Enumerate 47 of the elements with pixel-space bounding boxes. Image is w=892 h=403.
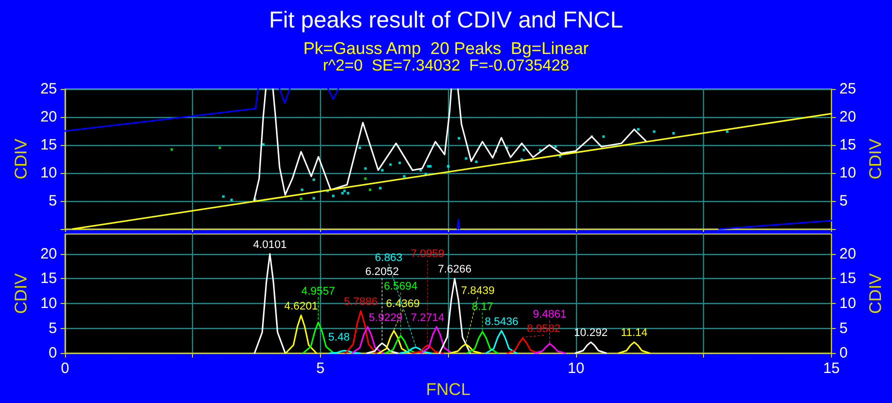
y2-tick-label: 15 xyxy=(839,136,856,154)
y-tick-label: 10 xyxy=(40,294,57,312)
x-tick-label: 15 xyxy=(823,360,840,378)
text: r^2=0 SE=7.34032 F=-0.0735428 xyxy=(322,58,570,74)
annotation: 7.2714 xyxy=(410,312,444,324)
annotation: 11.14 xyxy=(620,327,648,340)
annotation: 6.5694 xyxy=(384,280,418,293)
annotation: 7.8439 xyxy=(460,285,495,298)
y-tick-label: 10 xyxy=(40,164,57,182)
y2-tick-label: 20 xyxy=(839,108,856,126)
y2-tick-label: 10 xyxy=(839,294,856,312)
annotation: 8.5436 xyxy=(484,316,518,328)
x-tick-label: 10 xyxy=(568,360,584,378)
annotation: 9.4861 xyxy=(532,308,567,321)
x-axis-title: FNCL xyxy=(426,380,470,399)
y2-tick-label: 5 xyxy=(839,320,848,337)
annotation: 4.9557 xyxy=(301,285,336,298)
y-tick-label: 0 xyxy=(48,344,57,362)
annotation: 7.6266 xyxy=(438,264,472,276)
y2-tick-label: 5 xyxy=(839,192,848,210)
y-tick-label: 5 xyxy=(48,320,57,337)
annotation: 5.48 xyxy=(328,332,350,344)
y2-tick-label: 20 xyxy=(839,245,856,262)
annotation: 10.292 xyxy=(574,327,608,340)
annotation: 4.6201 xyxy=(284,300,318,312)
x-tick-label: 0 xyxy=(60,360,70,378)
y2-tick-label: 25 xyxy=(839,80,856,98)
annotation: 4.0101 xyxy=(253,238,287,251)
y-tick-label: 25 xyxy=(40,80,57,98)
y2-tick-label: 10 xyxy=(839,164,856,182)
y2-tick-label: 0 xyxy=(839,344,848,362)
y-tick-label: 5 xyxy=(48,192,57,210)
annotation: 8.17 xyxy=(472,300,494,313)
x-tick-label: 5 xyxy=(316,360,325,378)
chart-subtitle: Pk=Gauss Amp 20 Peaks Bg=Linear xyxy=(303,39,590,58)
y-axis-title: CDIV xyxy=(11,138,30,180)
y2-axis-title: CDIV xyxy=(866,272,885,314)
y-tick-label: 20 xyxy=(40,108,57,126)
y2-axis-title: CDIV xyxy=(866,138,885,180)
annotation: 6.2052 xyxy=(365,266,399,278)
y2-tick-label: 15 xyxy=(839,270,856,288)
y-tick-label: 15 xyxy=(40,270,57,288)
y-tick-label: 20 xyxy=(40,245,57,262)
y-tick-label: 15 xyxy=(40,136,57,154)
annotation: 6.863 xyxy=(374,252,402,264)
y-axis-title: CDIV xyxy=(11,272,30,314)
chart-title: Fit peaks result of CDIV and FNCL xyxy=(268,6,624,32)
